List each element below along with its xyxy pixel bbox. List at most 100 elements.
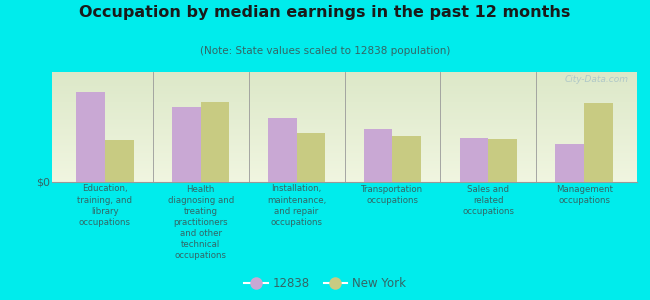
Bar xyxy=(393,136,421,182)
Bar xyxy=(52,102,637,104)
Bar xyxy=(52,118,637,120)
Bar xyxy=(76,92,105,182)
Bar xyxy=(52,76,637,77)
Bar xyxy=(52,103,637,105)
Bar xyxy=(52,130,637,131)
Bar xyxy=(52,106,637,108)
Bar xyxy=(52,147,637,148)
Bar xyxy=(52,176,637,177)
Bar xyxy=(201,102,229,182)
Bar xyxy=(52,117,637,119)
Bar xyxy=(52,168,637,169)
Bar xyxy=(52,123,637,124)
Bar xyxy=(52,97,637,98)
Bar xyxy=(52,160,637,161)
Bar xyxy=(52,152,637,153)
Bar xyxy=(52,167,637,168)
Bar xyxy=(52,146,637,147)
Bar xyxy=(52,169,637,170)
Bar xyxy=(52,112,637,113)
Bar xyxy=(52,124,637,125)
Bar xyxy=(52,157,637,158)
Bar xyxy=(584,103,613,182)
Bar xyxy=(52,142,637,143)
Bar xyxy=(52,165,637,166)
Bar xyxy=(52,90,637,91)
Bar xyxy=(52,120,637,121)
Text: (Note: State values scaled to 12838 population): (Note: State values scaled to 12838 popu… xyxy=(200,46,450,56)
Bar xyxy=(52,99,637,101)
Bar xyxy=(52,155,637,157)
Bar xyxy=(52,161,637,162)
Bar xyxy=(52,109,637,110)
Bar xyxy=(52,132,637,134)
Bar xyxy=(52,87,637,88)
Bar xyxy=(52,77,637,79)
Text: City-Data.com: City-Data.com xyxy=(564,75,628,84)
Bar xyxy=(52,80,637,82)
Bar xyxy=(296,133,325,181)
Bar xyxy=(52,101,637,102)
Bar xyxy=(52,150,637,152)
Bar xyxy=(52,92,637,94)
Bar xyxy=(52,175,637,176)
Text: Management
occupations: Management occupations xyxy=(556,184,613,205)
Bar xyxy=(52,86,637,87)
Bar xyxy=(52,83,637,84)
Bar xyxy=(52,143,637,145)
Bar xyxy=(488,139,517,182)
Bar xyxy=(172,107,201,182)
Bar xyxy=(556,144,584,182)
Bar xyxy=(52,177,637,179)
Bar xyxy=(52,125,637,127)
Text: Transportation
occupations: Transportation occupations xyxy=(361,184,424,205)
Bar xyxy=(105,140,133,182)
Bar xyxy=(52,138,637,139)
Bar xyxy=(52,173,637,175)
Bar xyxy=(52,134,637,135)
Bar xyxy=(52,145,637,146)
Bar xyxy=(52,127,637,128)
Text: Sales and
related
occupations: Sales and related occupations xyxy=(462,184,514,216)
Bar xyxy=(52,121,637,123)
Bar xyxy=(52,154,637,155)
Bar xyxy=(52,105,637,106)
Bar xyxy=(52,91,637,92)
Bar xyxy=(52,135,637,136)
Bar xyxy=(52,114,637,116)
Bar xyxy=(52,140,637,142)
Bar xyxy=(52,79,637,80)
Text: Health
diagnosing and
treating
practitioners
and other
technical
occupations: Health diagnosing and treating practitio… xyxy=(168,184,234,260)
Text: Occupation by median earnings in the past 12 months: Occupation by median earnings in the pas… xyxy=(79,4,571,20)
Bar xyxy=(52,113,637,114)
Bar xyxy=(52,110,637,112)
Bar xyxy=(52,74,637,75)
Bar xyxy=(52,82,637,83)
Bar xyxy=(52,153,637,154)
Bar xyxy=(52,75,637,76)
Bar xyxy=(52,108,637,109)
Bar xyxy=(52,95,637,97)
Bar xyxy=(52,131,637,132)
Bar xyxy=(52,162,637,164)
Text: Education,
training, and
library
occupations: Education, training, and library occupat… xyxy=(77,184,132,227)
Bar xyxy=(364,129,393,182)
Bar xyxy=(52,128,637,130)
Bar xyxy=(52,179,637,180)
Bar xyxy=(52,148,637,150)
Bar xyxy=(460,138,488,182)
Bar xyxy=(52,172,637,173)
Bar xyxy=(52,180,637,182)
Bar xyxy=(52,94,637,95)
Legend: 12838, New York: 12838, New York xyxy=(242,275,408,292)
Bar xyxy=(52,170,637,172)
Bar xyxy=(52,84,637,86)
Bar xyxy=(268,118,296,182)
Bar xyxy=(52,139,637,140)
Bar xyxy=(52,98,637,99)
Bar xyxy=(52,88,637,90)
Bar xyxy=(52,158,637,160)
Text: Installation,
maintenance,
and repair
occupations: Installation, maintenance, and repair oc… xyxy=(267,184,326,227)
Bar xyxy=(52,164,637,165)
Bar xyxy=(52,116,637,117)
